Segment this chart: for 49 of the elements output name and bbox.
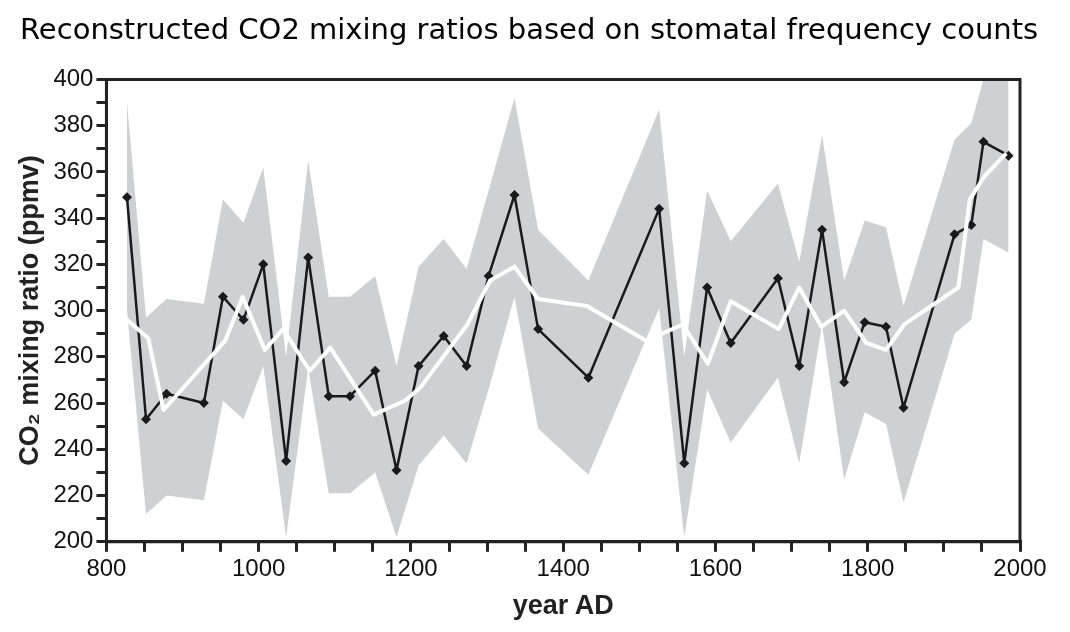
- x-tick-label: 1200: [384, 553, 438, 581]
- y-tick-label: 300: [53, 295, 94, 323]
- x-tick-label: 800: [86, 553, 127, 581]
- chart-title: Reconstructed CO2 mixing ratios based on stomatal frequency counts: [20, 12, 1039, 46]
- point: [679, 458, 690, 469]
- y-axis-title: CO₂ mixing ratio (ppmv): [13, 155, 44, 466]
- point: [772, 273, 783, 284]
- y-tick-label: 280: [53, 341, 94, 369]
- x-axis-title: year AD: [512, 590, 614, 621]
- point: [725, 337, 736, 348]
- point: [323, 391, 334, 402]
- point: [198, 398, 209, 409]
- point: [345, 391, 356, 402]
- point: [702, 282, 713, 293]
- point: [483, 270, 494, 281]
- point: [978, 136, 989, 147]
- point: [122, 192, 132, 203]
- y-tick-label: 240: [53, 433, 94, 461]
- point: [509, 190, 520, 200]
- point: [881, 321, 892, 332]
- y-tick-label: 380: [53, 110, 94, 138]
- point: [859, 317, 870, 328]
- point: [413, 361, 424, 372]
- point: [949, 229, 960, 240]
- point: [533, 324, 544, 335]
- x-tick-label: 1000: [232, 553, 286, 581]
- x-tick-label: 1600: [688, 553, 743, 581]
- point: [654, 203, 665, 214]
- x-tick-label: 1800: [841, 553, 895, 581]
- point: [161, 388, 172, 399]
- point: [438, 331, 449, 342]
- point: [794, 361, 805, 372]
- y-tick-label: 340: [53, 202, 94, 230]
- point: [238, 314, 249, 325]
- y-tick-label: 200: [53, 526, 94, 554]
- point: [141, 414, 152, 425]
- point: [839, 377, 850, 388]
- point: [461, 361, 472, 372]
- y-tick-label: 320: [53, 248, 94, 276]
- y-tick-label: 400: [53, 64, 94, 92]
- x-tick-label: 1400: [536, 553, 590, 581]
- point: [583, 372, 594, 383]
- y-tick-label: 220: [53, 480, 94, 508]
- y-tick-label: 260: [53, 387, 94, 415]
- point: [370, 365, 381, 376]
- x-tick-label: 2000: [993, 553, 1047, 581]
- point: [217, 291, 228, 302]
- point: [817, 224, 828, 235]
- y-tick-label: 360: [53, 156, 94, 184]
